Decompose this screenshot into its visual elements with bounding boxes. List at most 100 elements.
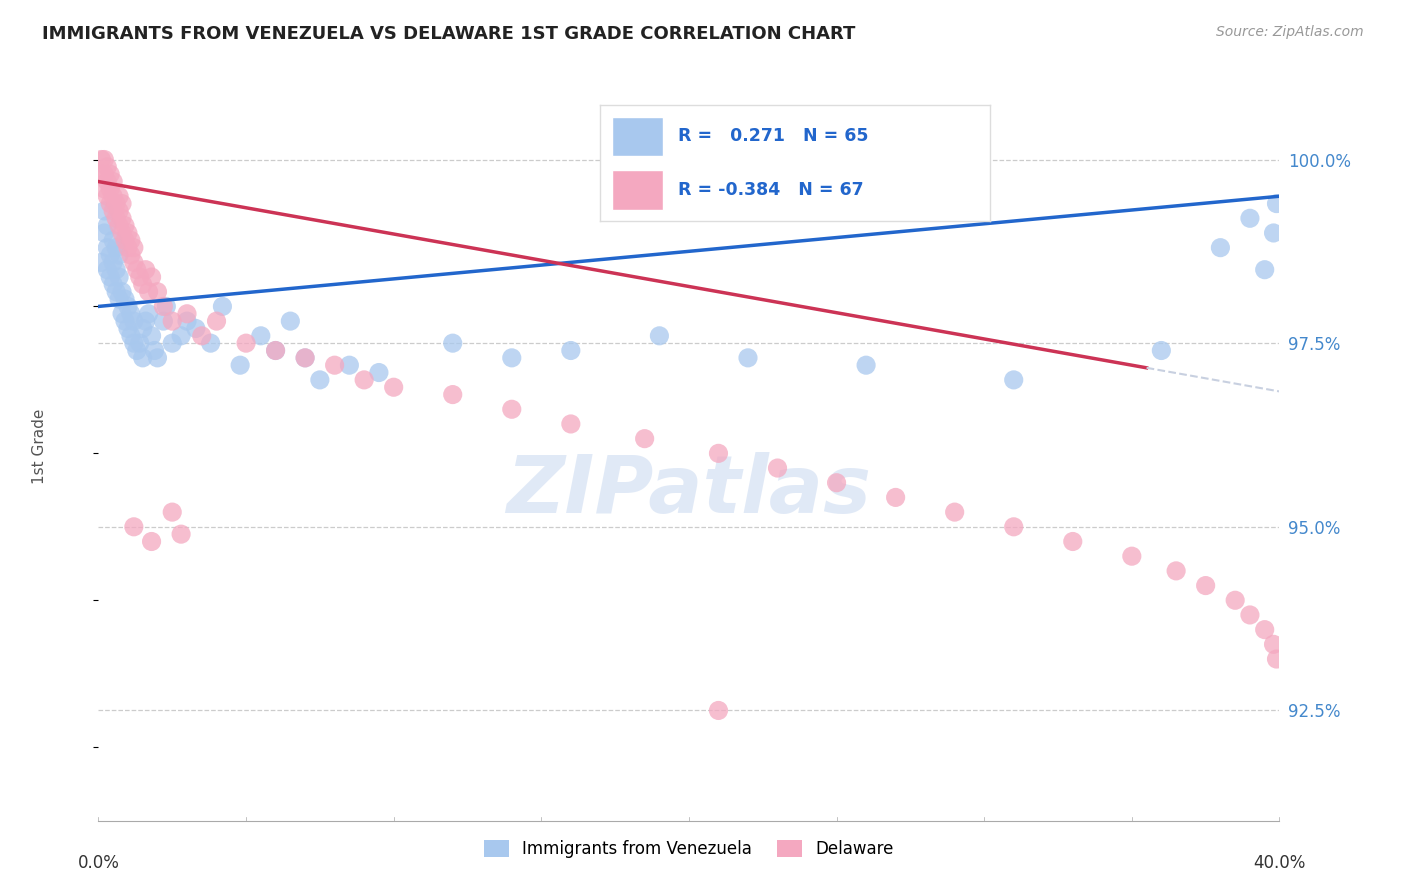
Point — [1195, 578, 1218, 592]
Point — [132, 277, 155, 292]
Point — [122, 520, 145, 534]
Point — [103, 203, 125, 218]
Point — [120, 307, 142, 321]
Point — [111, 285, 134, 299]
Point — [90, 153, 112, 167]
Point — [117, 300, 139, 314]
Point — [93, 167, 115, 181]
Point — [93, 203, 115, 218]
Text: ZIPatlas: ZIPatlas — [506, 452, 872, 530]
Point — [1254, 262, 1277, 277]
Point — [707, 703, 730, 717]
Point — [1166, 564, 1188, 578]
Point — [264, 343, 287, 358]
Point — [117, 226, 139, 240]
Point — [105, 262, 128, 277]
Text: IMMIGRANTS FROM VENEZUELA VS DELAWARE 1ST GRADE CORRELATION CHART: IMMIGRANTS FROM VENEZUELA VS DELAWARE 1S… — [42, 25, 856, 43]
Point — [128, 270, 150, 285]
Point — [96, 189, 118, 203]
Point — [1002, 520, 1025, 534]
Point — [117, 321, 139, 335]
Point — [1209, 241, 1232, 255]
Point — [146, 351, 169, 365]
Point — [141, 534, 163, 549]
Point — [560, 417, 582, 431]
Point — [1239, 607, 1261, 622]
Point — [1265, 196, 1288, 211]
Point — [353, 373, 375, 387]
Point — [96, 219, 118, 233]
Point — [93, 153, 115, 167]
Point — [152, 300, 174, 314]
Point — [114, 219, 136, 233]
Point — [146, 285, 169, 299]
Point — [162, 336, 183, 351]
Point — [250, 328, 273, 343]
Text: 40.0%: 40.0% — [1253, 854, 1306, 871]
Point — [103, 175, 125, 189]
Point — [184, 321, 207, 335]
Point — [90, 255, 112, 269]
Point — [114, 292, 136, 306]
Point — [280, 314, 302, 328]
Point — [294, 351, 316, 365]
Point — [122, 241, 145, 255]
Point — [105, 285, 128, 299]
Point — [98, 196, 121, 211]
Point — [105, 211, 128, 226]
Point — [98, 270, 121, 285]
Point — [441, 336, 464, 351]
Point — [132, 321, 155, 335]
Point — [108, 219, 131, 233]
Point — [205, 314, 228, 328]
Point — [141, 270, 163, 285]
Point — [93, 226, 115, 240]
Point — [162, 314, 183, 328]
Point — [825, 475, 848, 490]
Point — [707, 446, 730, 460]
Point — [176, 307, 198, 321]
Point — [235, 336, 257, 351]
Point — [1263, 226, 1285, 240]
Point — [737, 351, 759, 365]
Point — [1121, 549, 1143, 564]
Point — [264, 343, 287, 358]
Point — [108, 270, 131, 285]
Point — [108, 189, 131, 203]
Point — [176, 314, 198, 328]
Point — [117, 241, 139, 255]
Point — [108, 248, 131, 262]
Point — [111, 196, 134, 211]
Point — [155, 300, 177, 314]
Point — [1225, 593, 1247, 607]
Point — [323, 358, 346, 372]
Point — [103, 233, 125, 247]
Point — [309, 373, 332, 387]
Point — [96, 262, 118, 277]
Point — [1263, 637, 1285, 651]
Point — [120, 248, 142, 262]
Point — [229, 358, 252, 372]
Point — [93, 182, 115, 196]
Point — [191, 328, 214, 343]
Point — [143, 343, 166, 358]
Text: Source: ZipAtlas.com: Source: ZipAtlas.com — [1216, 25, 1364, 39]
Point — [98, 182, 121, 196]
Point — [294, 351, 316, 365]
Point — [560, 343, 582, 358]
Point — [766, 461, 789, 475]
Point — [1254, 623, 1277, 637]
Point — [855, 358, 877, 372]
Text: 0.0%: 0.0% — [77, 854, 120, 871]
Point — [103, 189, 125, 203]
Legend: Immigrants from Venezuela, Delaware: Immigrants from Venezuela, Delaware — [477, 833, 901, 864]
Point — [170, 328, 193, 343]
Point — [1062, 534, 1084, 549]
Point — [103, 277, 125, 292]
Point — [120, 328, 142, 343]
Point — [90, 167, 112, 181]
Point — [339, 358, 361, 372]
Point — [135, 314, 157, 328]
Point — [1265, 652, 1288, 666]
Point — [114, 314, 136, 328]
